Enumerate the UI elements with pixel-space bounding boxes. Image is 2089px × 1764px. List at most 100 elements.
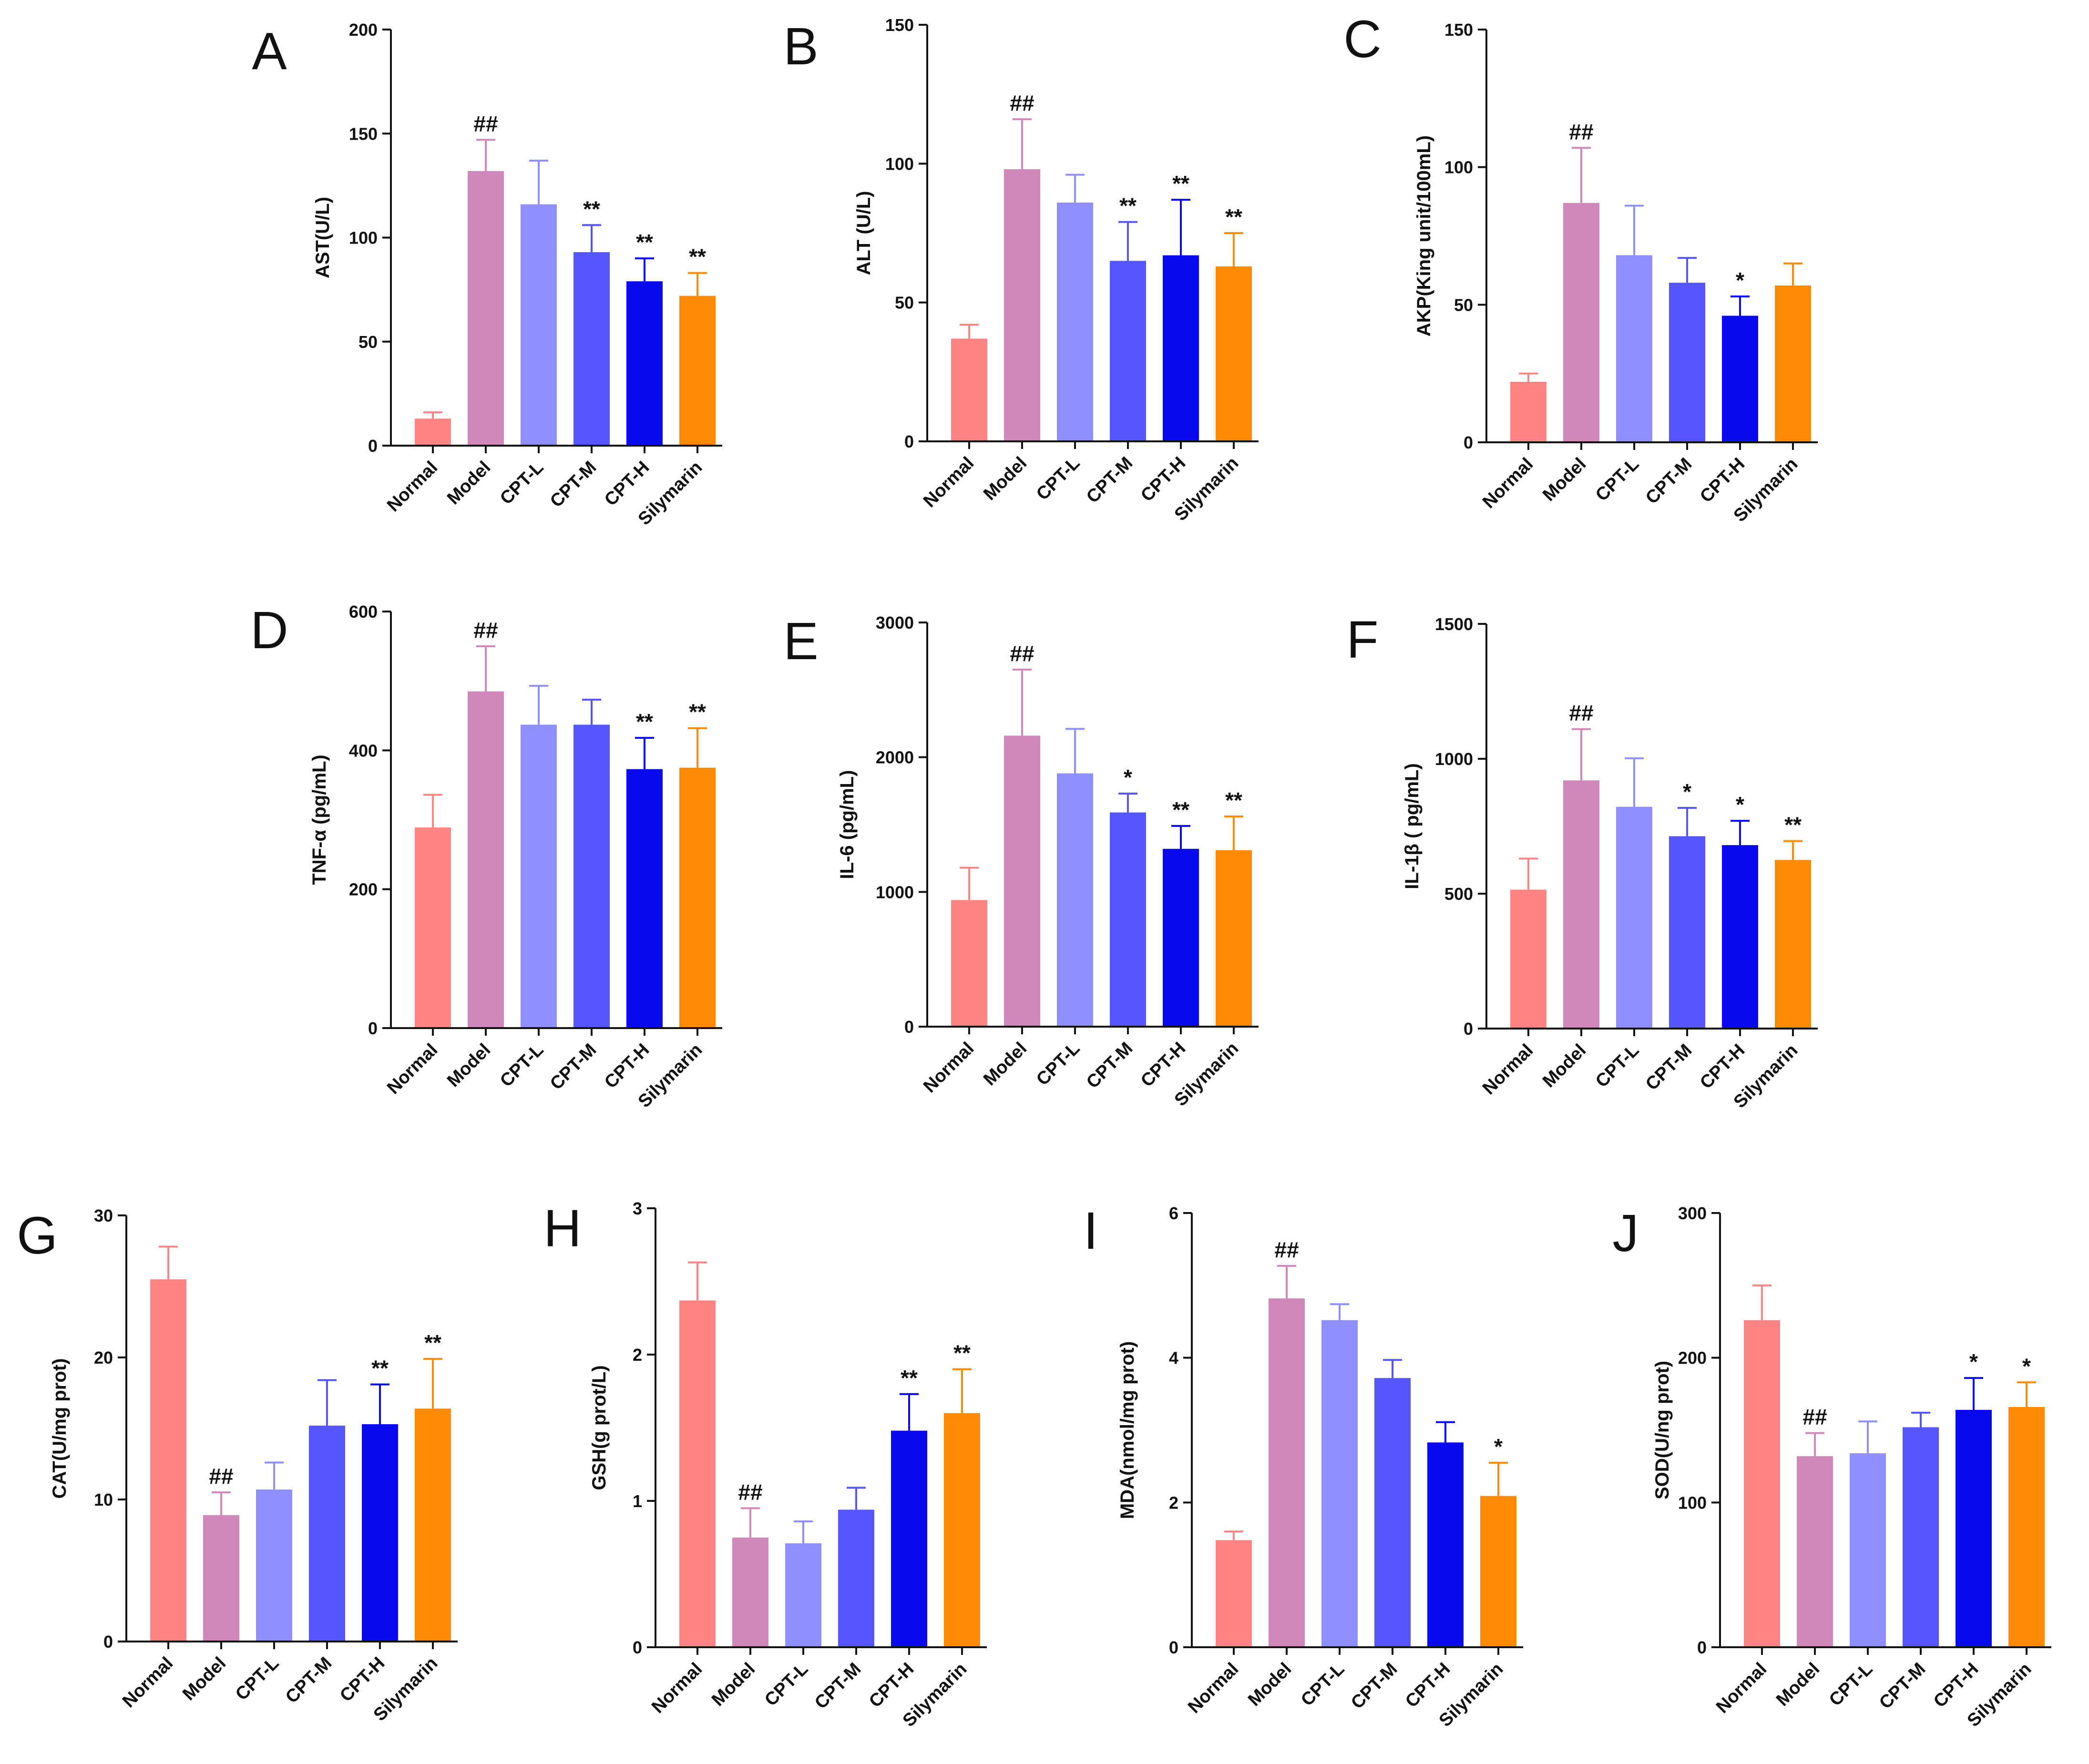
significance-star: *: [1736, 792, 1744, 817]
x-tick-label: CPT-L: [1297, 1659, 1348, 1710]
bar-silymarin: [415, 1408, 451, 1642]
bar-cpt-l: [1616, 806, 1652, 1029]
significance-hash: ##: [473, 618, 498, 642]
y-tick-label: 0: [1697, 1638, 1707, 1657]
significance-star: **: [953, 1341, 971, 1366]
x-tick-label: CPT-M: [1083, 1039, 1137, 1092]
bar-cpt-l: [1850, 1453, 1886, 1647]
y-tick-label: 0: [1464, 1019, 1473, 1039]
significance-hash: ##: [1569, 701, 1593, 725]
bar-cpt-h: [1956, 1409, 1992, 1647]
x-tick-label: Model: [1539, 1040, 1590, 1091]
x-tick-label: CPT-M: [1642, 1040, 1696, 1094]
y-axis-label: CAT(U/mg prot): [49, 1358, 70, 1499]
y-tick-label: 100: [1444, 158, 1473, 177]
bar-model: [732, 1537, 768, 1647]
significance-star: *: [1494, 1434, 1503, 1459]
x-tick-label: Model: [443, 458, 494, 509]
y-axis-label: MDA(nmol/mg prot): [1117, 1341, 1138, 1519]
bar-silymarin: [1216, 266, 1252, 441]
bar-cpt-m: [838, 1509, 874, 1647]
x-tick-label: CPT-M: [1642, 454, 1696, 508]
significance-hash: ##: [209, 1464, 233, 1489]
significance-star: *: [2022, 1354, 2031, 1378]
y-tick-label: 3: [633, 1199, 642, 1218]
panel-letter: H: [543, 1199, 581, 1258]
bar-silymarin: [944, 1413, 980, 1647]
x-tick-label: CPT-M: [282, 1653, 336, 1707]
x-tick-label: Normal: [383, 1040, 441, 1098]
bar-cpt-l: [1057, 202, 1093, 441]
x-tick-label: Model: [1539, 454, 1590, 505]
bar-cpt-m: [1669, 283, 1705, 442]
x-tick-label: CPT-M: [1347, 1659, 1401, 1713]
bar-cpt-h: [626, 281, 663, 446]
bar-model: [1004, 735, 1040, 1027]
bar-model: [468, 691, 504, 1028]
y-tick-label: 1500: [1435, 614, 1473, 634]
y-tick-label: 0: [904, 1017, 914, 1037]
x-tick-label: CPT-L: [496, 1040, 547, 1091]
x-tick-label: CPT-L: [1592, 1040, 1643, 1091]
x-tick-label: Model: [443, 1040, 494, 1091]
bar-cpt-l: [1057, 773, 1093, 1027]
y-tick-label: 100: [1678, 1493, 1707, 1512]
significance-hash: ##: [1010, 91, 1034, 115]
bar-cpt-m: [1110, 261, 1146, 441]
bar-cpt-l: [521, 204, 557, 446]
significance-hash: ##: [1569, 119, 1593, 144]
significance-hash: ##: [1010, 641, 1034, 666]
bar-silymarin: [1775, 285, 1811, 442]
significance-star: **: [424, 1330, 441, 1355]
x-tick-label: CPT-H: [601, 458, 653, 510]
y-tick-label: 100: [349, 228, 378, 248]
y-tick-label: 1: [633, 1491, 642, 1511]
bar-cpt-l: [521, 724, 557, 1028]
y-tick-label: 0: [368, 1019, 378, 1038]
bar-model: [1004, 169, 1040, 441]
panel-letter: D: [250, 601, 288, 660]
x-tick-label: Normal: [1184, 1659, 1242, 1717]
x-tick-label: Model: [980, 1039, 1031, 1090]
bar-normal: [1510, 889, 1546, 1029]
x-tick-label: CPT-M: [1875, 1659, 1929, 1713]
y-axis-label: ALT (U/L): [853, 191, 874, 275]
panel-letter: J: [1613, 1204, 1639, 1263]
y-tick-label: 400: [349, 741, 378, 760]
significance-star: **: [1172, 797, 1189, 822]
bar-normal: [150, 1279, 186, 1642]
bar-model: [468, 171, 504, 446]
x-tick-label: CPT-M: [1083, 453, 1137, 507]
y-tick-label: 300: [1678, 1203, 1707, 1223]
significance-star: **: [1119, 194, 1137, 218]
bar-silymarin: [1216, 850, 1252, 1027]
y-tick-label: 0: [1169, 1638, 1178, 1657]
bar-cpt-m: [309, 1426, 345, 1642]
bar-cpt-h: [1163, 255, 1199, 441]
y-tick-label: 1000: [876, 882, 914, 902]
bar-normal: [1510, 381, 1546, 442]
y-tick-label: 2: [633, 1345, 642, 1365]
significance-hash: ##: [1802, 1405, 1827, 1429]
bar-normal: [415, 418, 451, 446]
x-tick-label: Normal: [1479, 1040, 1537, 1099]
significance-hash: ##: [1274, 1237, 1299, 1262]
x-tick-label: CPT-H: [1402, 1659, 1454, 1712]
x-tick-label: Normal: [119, 1653, 177, 1712]
bar-normal: [1216, 1540, 1252, 1647]
significance-star: **: [1225, 788, 1242, 813]
significance-star: **: [689, 700, 706, 724]
x-tick-label: CPT-H: [865, 1659, 918, 1712]
bar-cpt-m: [1374, 1378, 1411, 1647]
y-tick-label: 20: [94, 1348, 113, 1367]
significance-star: **: [636, 230, 653, 255]
x-tick-label: Normal: [383, 458, 441, 516]
significance-hash: ##: [473, 111, 498, 136]
significance-star: **: [636, 709, 653, 734]
x-tick-label: CPT-H: [1696, 454, 1749, 507]
y-tick-label: 50: [358, 332, 378, 352]
bar-cpt-l: [1616, 255, 1652, 442]
x-tick-label: CPT-L: [1033, 453, 1084, 504]
